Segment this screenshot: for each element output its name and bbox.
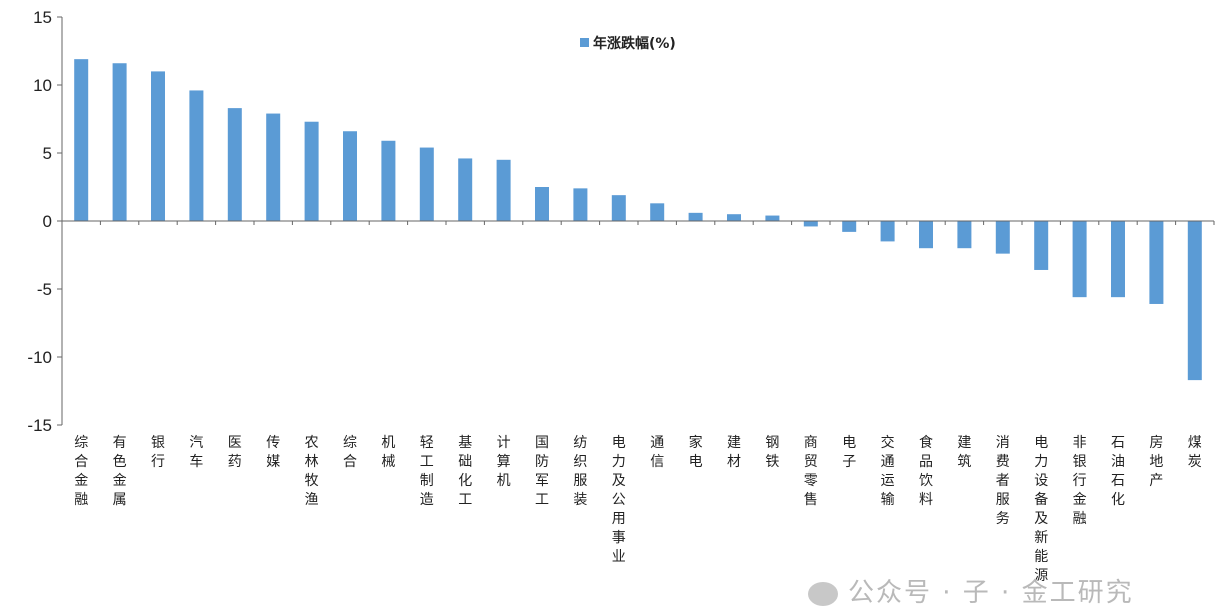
bar xyxy=(535,187,549,221)
category-label: 非银行金融 xyxy=(1073,435,1087,527)
bar xyxy=(842,221,857,232)
legend-label: 年涨跌幅(%) xyxy=(593,35,676,52)
category-label: 食品饮料 xyxy=(919,434,933,508)
category-label: 建材 xyxy=(727,435,741,470)
bar xyxy=(112,63,127,221)
bar xyxy=(650,203,665,221)
category-label: 石油石化 xyxy=(1111,435,1125,508)
bar xyxy=(880,221,895,242)
category-label: 机械 xyxy=(381,435,395,470)
category-label: 建筑 xyxy=(957,435,971,470)
category-label: 汽车 xyxy=(189,435,203,470)
bar xyxy=(803,221,818,227)
category-label: 电力设备及新能源 xyxy=(1034,435,1048,584)
category-label: 煤炭 xyxy=(1188,435,1202,470)
category-label: 银行 xyxy=(151,435,165,470)
wechat-icon xyxy=(808,581,838,606)
category-label: 消费者服务 xyxy=(996,435,1010,527)
category-label: 房地产 xyxy=(1149,435,1163,489)
bar xyxy=(957,221,972,249)
category-label: 钢铁 xyxy=(765,435,779,470)
y-axis: 15 10 5 0 -5 -10 -15 xyxy=(27,8,63,435)
y-tick-label: 5 xyxy=(43,144,52,163)
bar xyxy=(381,140,396,221)
bar xyxy=(74,59,89,221)
y-tick-label: 0 xyxy=(43,212,52,231)
bar xyxy=(496,159,511,221)
y-tick-label: 10 xyxy=(33,76,52,95)
bar xyxy=(304,121,319,221)
category-label: 农林牧渔 xyxy=(305,435,319,508)
y-tick-label: -10 xyxy=(27,348,52,367)
category-label: 家电 xyxy=(689,434,703,470)
category-label: 通信 xyxy=(650,435,664,470)
bar xyxy=(727,214,741,221)
category-label: 纺织服装 xyxy=(573,435,587,508)
category-label: 有色金属 xyxy=(113,435,127,508)
category-label: 电力及公用事业 xyxy=(612,435,626,565)
category-label: 传媒 xyxy=(266,435,280,470)
category-label: 计算机 xyxy=(497,435,511,489)
bar xyxy=(995,221,1010,254)
bar xyxy=(419,147,434,221)
bar xyxy=(189,90,204,221)
watermark-text: 公众号 · 子 · 金工研究 xyxy=(848,578,1134,608)
category-label: 交通运输 xyxy=(881,434,895,508)
y-tick-label: -5 xyxy=(37,280,52,299)
bar xyxy=(573,188,588,221)
watermark: 公众号 · 子 · 金工研究 xyxy=(808,572,1134,609)
category-label: 综合 xyxy=(343,435,357,470)
bar xyxy=(1187,221,1202,381)
category-label: 医药 xyxy=(228,435,242,470)
bar xyxy=(1149,221,1164,304)
category-label: 国防军工 xyxy=(535,435,549,508)
bar xyxy=(151,71,165,222)
bar xyxy=(919,221,933,249)
category-label: 商贸零售 xyxy=(804,435,818,508)
x-axis xyxy=(61,220,1215,225)
legend-swatch xyxy=(580,38,589,47)
y-tick-label: -15 xyxy=(27,416,52,435)
bar xyxy=(688,212,703,221)
bar xyxy=(1072,221,1087,298)
category-label: 轻工制造 xyxy=(420,435,434,508)
bar xyxy=(611,195,626,221)
bar xyxy=(227,108,242,221)
category-label: 综合金融 xyxy=(74,435,88,508)
bar xyxy=(1111,221,1125,298)
bar xyxy=(458,158,473,221)
category-label: 基础化工 xyxy=(458,434,472,508)
bar xyxy=(343,131,357,221)
bar xyxy=(765,215,780,221)
bar xyxy=(1034,221,1049,270)
y-tick-label: 15 xyxy=(33,8,52,27)
legend: 年涨跌幅(%) xyxy=(580,35,676,52)
bar xyxy=(266,113,281,221)
category-label: 电子 xyxy=(842,435,856,470)
bars xyxy=(74,59,1202,381)
